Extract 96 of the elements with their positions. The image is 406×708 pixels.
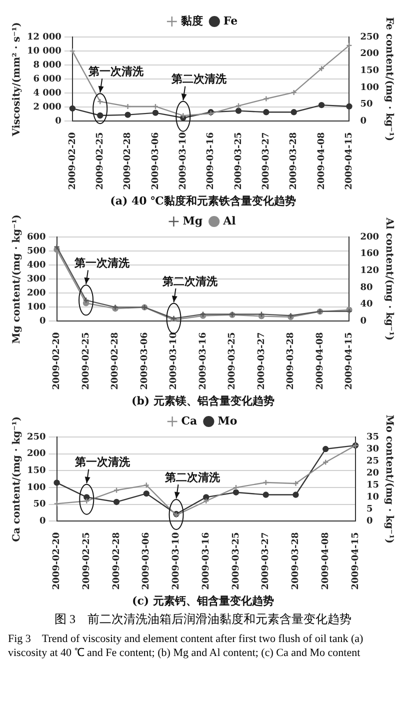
y2-tick-label: 120 [360, 266, 380, 276]
x-tick-label: 2009-03-06 [140, 332, 150, 390]
y-tick-label: 0 [40, 516, 46, 527]
x-tick-label: 2009-03-16 [201, 532, 212, 590]
x-tick-label: 2009-03-25 [234, 132, 244, 190]
y2-tick-label: 0 [366, 516, 373, 527]
x-tick-label: 2009-03-28 [289, 132, 300, 190]
x-tick-label: 2009-03-16 [206, 132, 216, 190]
y2-tick-label: 80 [360, 282, 373, 293]
annotation: 第一次清洗 [74, 456, 132, 469]
x-tick-label: 2009-04-08 [315, 332, 326, 390]
y2-tick-label: 5 [366, 504, 373, 515]
y-tick-label: 500 [26, 246, 46, 256]
y-tick-label: 4 000 [33, 88, 62, 98]
y2-tick-label: 10 [366, 492, 380, 503]
x-tick-label: 2009-02-28 [112, 532, 122, 590]
y2-tick-label: 200 [360, 49, 380, 60]
x-tick-label: 2009-03-27 [262, 132, 272, 190]
x-tick-label: 2009-04-08 [316, 132, 327, 190]
x-tick-label: 2009-03-10 [172, 532, 182, 590]
y-tick-label: 100 [26, 482, 46, 493]
y2-tick-label: 0 [360, 116, 366, 127]
y-tick-label: 150 [26, 466, 46, 476]
annotation: 第二次清洗 [164, 470, 221, 484]
legend-label: Ca [181, 414, 198, 428]
text: (a) 40 ℃黏度和元素铁含量变化趋势 [110, 194, 296, 208]
y2-tick-label: 250 [360, 32, 380, 42]
y-axis-title: Ca content/(mg · kg⁻¹) [12, 416, 23, 542]
annotation: 第一次清洗 [88, 64, 145, 78]
x-tick-label: 2009-03-10 [169, 332, 180, 390]
x-tick-label: 2009-03-25 [228, 332, 238, 390]
x-tick-label: 2009-03-27 [261, 532, 272, 590]
y2-tick-label: 35 [366, 432, 380, 442]
y2-tick-label: 50 [360, 100, 373, 110]
y2-tick-label: 150 [360, 66, 380, 76]
annotation: 第二次清洗 [170, 72, 228, 86]
y2-tick-label: 40 [360, 300, 373, 310]
x-tick-label: 2009-03-06 [150, 132, 161, 190]
y-tick-label: 250 [26, 432, 46, 442]
legend-label: Mg [182, 214, 203, 228]
y2-axis-title: Al content/(mg · kg⁻¹) [383, 216, 394, 340]
x-tick-label: 2009-03-10 [178, 132, 188, 190]
y-tick-label: 2 000 [33, 102, 62, 113]
x-tick-label: 2009-03-27 [256, 332, 267, 390]
caption: 图 3 前二次清洗油箱后润滑油黏度和元素含量变化趋势 [54, 612, 352, 628]
legend-label: 黏度 [180, 14, 203, 28]
x-tick-label: 2009-02-20 [68, 132, 78, 190]
y-tick-label: 600 [26, 232, 46, 242]
text: (c) 元素钙、钼含量变化趋势 [132, 594, 274, 608]
y-axis-title: Mg content/(mg · kg⁻¹) [12, 214, 23, 344]
x-tick-label: 2009-03-16 [198, 332, 208, 390]
x-tick-label: 2009-03-28 [286, 332, 296, 390]
y-tick-label: 10 000 [26, 46, 62, 56]
x-tick-label: 2009-04-15 [350, 532, 361, 590]
y-tick-label: 0 [55, 116, 62, 127]
y2-tick-label: 15 [366, 480, 380, 490]
x-tick-label: 2009-04-15 [344, 132, 355, 190]
y-tick-label: 12 000 [26, 32, 62, 42]
y2-tick-label: 30 [366, 444, 380, 454]
y2-tick-label: 25 [366, 456, 380, 466]
y2-axis-title: Mo content/(mg · kg⁻¹) [383, 414, 394, 544]
x-tick-label: 2009-02-28 [123, 132, 134, 190]
annotation: 第一次清洗 [74, 256, 131, 270]
y-tick-label: 6 000 [33, 74, 62, 84]
annotation: 第二次清洗 [161, 274, 218, 288]
legend-label: Fe [223, 14, 238, 28]
x-tick-label: 2009-02-20 [52, 532, 62, 590]
y2-tick-label: 0 [360, 316, 366, 327]
x-tick-label: 2009-02-28 [110, 332, 121, 390]
text: (b) 元素镁、铝含量变化趋势 [132, 394, 274, 408]
y-tick-label: 200 [26, 449, 46, 460]
x-tick-label: 2009-03-06 [142, 532, 152, 590]
x-tick-label: 2009-02-25 [95, 132, 106, 190]
x-tick-label: 2009-04-08 [320, 532, 331, 590]
y2-tick-label: 160 [360, 249, 380, 260]
x-tick-label: 2009-02-25 [81, 332, 92, 390]
x-tick-label: 2009-04-15 [344, 332, 355, 390]
x-tick-label: 2009-02-25 [82, 532, 92, 590]
y-tick-label: 400 [26, 260, 46, 270]
y-tick-label: 0 [40, 316, 46, 327]
y2-tick-label: 200 [360, 232, 380, 242]
x-tick-label: 2009-03-25 [231, 532, 242, 590]
y-axis-title: Viscosity/(mm² · s⁻¹) [12, 22, 23, 138]
legend-label: Al [222, 214, 236, 228]
y-tick-label: 8 000 [33, 60, 62, 70]
y-tick-label: 100 [26, 302, 46, 313]
y-tick-label: 50 [33, 500, 46, 510]
caption: Fig 3 Trend of viscosity and element content after first two flush of oil tank (a) viscosity at 40 ℃ and Fe content; (b) Mg and Al content; (c) Ca and Mo content [8, 632, 364, 660]
y-tick-label: 200 [26, 288, 46, 298]
y-tick-label: 300 [26, 274, 46, 284]
x-tick-label: 2009-03-28 [291, 532, 302, 590]
y2-tick-label: 20 [366, 468, 380, 478]
legend-label: Mo [218, 414, 238, 428]
x-tick-label: 2009-02-20 [52, 332, 62, 390]
y2-axis-title: Fe content/(mg · kg⁻¹) [383, 17, 394, 142]
y2-tick-label: 100 [360, 82, 380, 93]
